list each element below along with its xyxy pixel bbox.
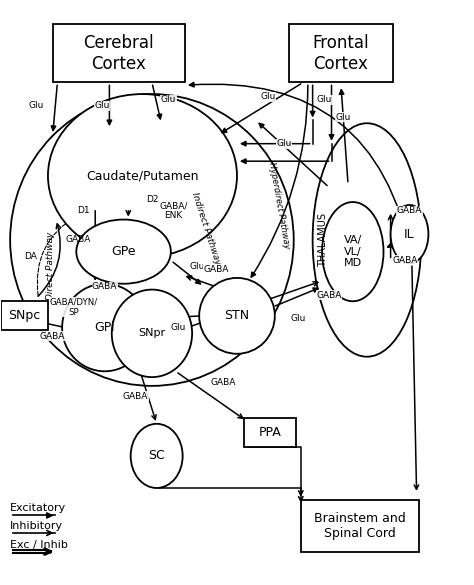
FancyBboxPatch shape	[244, 418, 296, 447]
FancyBboxPatch shape	[53, 24, 185, 82]
Text: GABA/DYN/
SP: GABA/DYN/ SP	[50, 297, 98, 317]
Text: D2: D2	[146, 195, 158, 204]
Text: DA: DA	[24, 252, 37, 261]
Text: GABA: GABA	[317, 291, 342, 300]
Text: Excitatory: Excitatory	[10, 504, 66, 514]
Text: GABA: GABA	[203, 264, 228, 274]
Text: Glu: Glu	[28, 101, 44, 110]
Ellipse shape	[199, 278, 275, 354]
Text: GABA: GABA	[92, 282, 118, 291]
Ellipse shape	[112, 290, 192, 377]
Text: Glu: Glu	[95, 101, 110, 110]
Text: GPe: GPe	[111, 245, 136, 258]
Text: Glu: Glu	[161, 95, 176, 104]
Text: GABA: GABA	[39, 332, 64, 341]
Text: Caudate/Putamen: Caudate/Putamen	[86, 169, 199, 183]
Text: Glu: Glu	[276, 139, 292, 148]
Ellipse shape	[62, 284, 147, 371]
FancyBboxPatch shape	[289, 24, 393, 82]
Text: VA/
VL/
MD: VA/ VL/ MD	[344, 235, 362, 269]
Text: Glu: Glu	[317, 95, 332, 104]
Text: Glu: Glu	[170, 323, 186, 332]
Ellipse shape	[322, 202, 383, 301]
Ellipse shape	[131, 424, 182, 488]
Ellipse shape	[76, 219, 171, 284]
Text: SC: SC	[148, 449, 165, 462]
Text: Glu: Glu	[291, 314, 306, 324]
FancyBboxPatch shape	[301, 500, 419, 552]
Text: GABA: GABA	[392, 256, 418, 265]
Text: Direct Pathway: Direct Pathway	[46, 232, 55, 301]
Text: GABA: GABA	[123, 392, 148, 401]
Text: PPA: PPA	[259, 426, 282, 439]
Text: Glu: Glu	[336, 113, 351, 122]
Text: D1: D1	[77, 207, 90, 215]
Text: SNpc: SNpc	[8, 309, 40, 322]
Text: Brainstem and
Spinal Cord: Brainstem and Spinal Cord	[314, 512, 406, 540]
Text: SNpr: SNpr	[138, 328, 165, 338]
Text: GABA/
ENK: GABA/ ENK	[159, 201, 187, 221]
Text: GABA: GABA	[66, 236, 91, 245]
Text: IL: IL	[404, 228, 415, 240]
FancyBboxPatch shape	[0, 301, 48, 331]
Text: STN: STN	[224, 309, 250, 322]
Text: GABA: GABA	[210, 378, 236, 387]
Ellipse shape	[313, 123, 421, 357]
Ellipse shape	[10, 94, 294, 386]
Text: Glu: Glu	[260, 92, 275, 101]
Text: Glu: Glu	[189, 261, 204, 271]
Text: Inhibitory: Inhibitory	[10, 521, 63, 531]
Ellipse shape	[391, 205, 428, 263]
Text: Exc / Inhib: Exc / Inhib	[10, 539, 68, 550]
Text: Frontal
Cortex: Frontal Cortex	[313, 34, 369, 73]
Text: THALAMUS: THALAMUS	[319, 213, 328, 267]
Text: GPi: GPi	[94, 321, 115, 334]
Ellipse shape	[48, 94, 237, 257]
Text: Cerebral
Cortex: Cerebral Cortex	[83, 34, 154, 73]
Text: Indirect Pathway: Indirect Pathway	[191, 191, 222, 266]
Text: Hyperdirect Pathway: Hyperdirect Pathway	[267, 161, 292, 249]
Text: GABA: GABA	[397, 207, 422, 215]
